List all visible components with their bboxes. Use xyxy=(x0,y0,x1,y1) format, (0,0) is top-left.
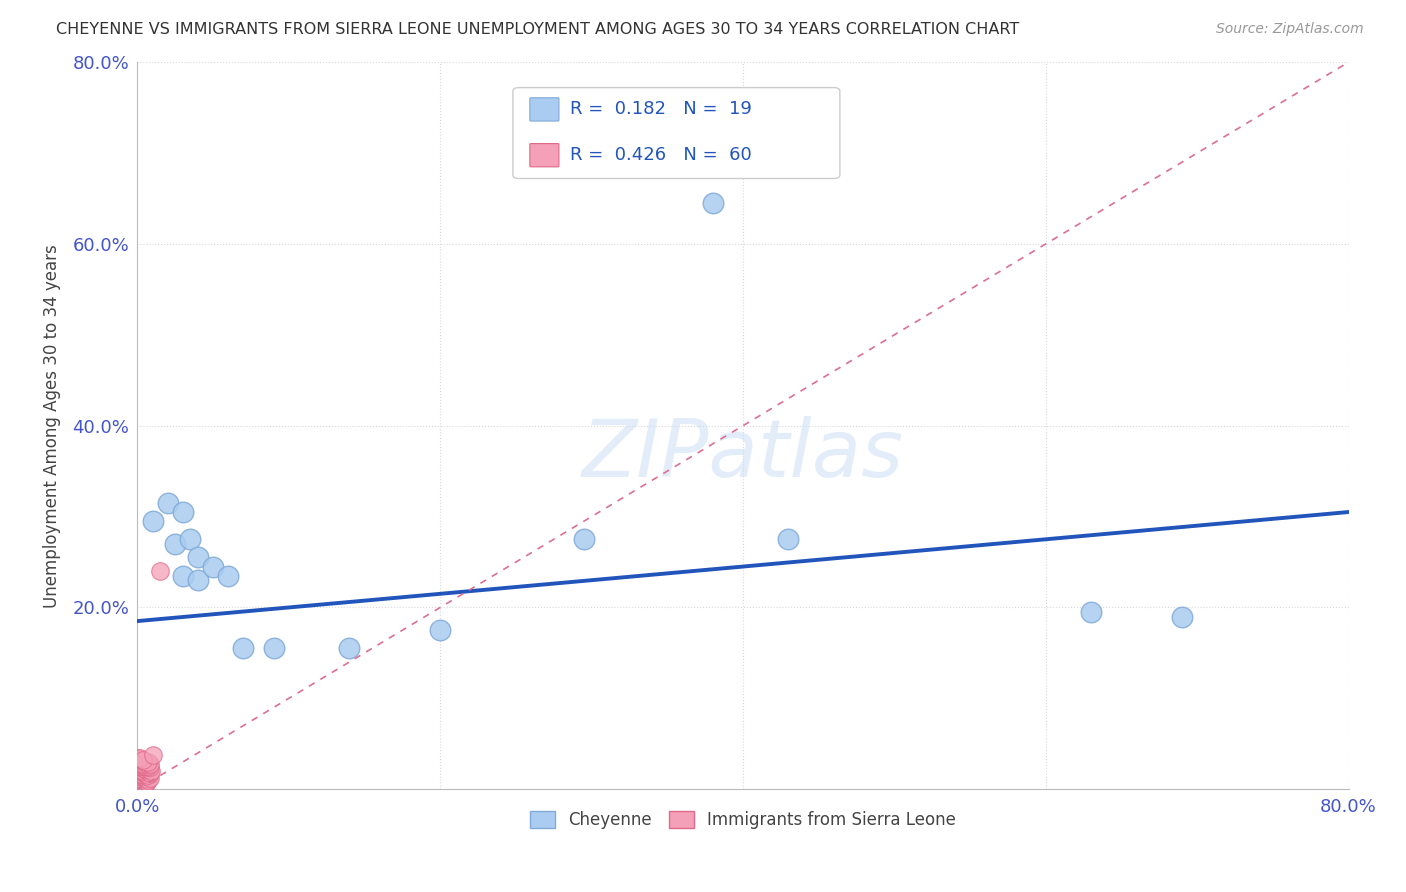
Point xyxy=(572,533,595,547)
Point xyxy=(128,768,150,782)
FancyBboxPatch shape xyxy=(530,144,560,167)
Point xyxy=(131,780,153,794)
Point xyxy=(429,623,451,637)
Point xyxy=(135,764,157,778)
Point xyxy=(136,758,159,772)
Point xyxy=(337,641,360,656)
Point xyxy=(142,514,165,528)
Point xyxy=(135,770,157,784)
Point xyxy=(132,756,155,771)
Point xyxy=(136,762,159,776)
Text: R =  0.182   N =  19: R = 0.182 N = 19 xyxy=(569,101,752,119)
Point xyxy=(127,782,149,797)
Point xyxy=(202,559,225,574)
Point xyxy=(263,641,285,656)
Point xyxy=(132,753,155,767)
Point xyxy=(127,778,149,792)
Point xyxy=(1080,605,1102,619)
Point xyxy=(134,765,156,780)
Point xyxy=(128,756,150,771)
Point xyxy=(131,764,153,779)
Legend: Cheyenne, Immigrants from Sierra Leone: Cheyenne, Immigrants from Sierra Leone xyxy=(523,804,963,836)
Point xyxy=(165,537,187,551)
Point xyxy=(156,496,179,510)
Point xyxy=(128,775,150,789)
Point xyxy=(131,756,153,771)
Point xyxy=(138,772,160,786)
Point xyxy=(778,533,800,547)
Point xyxy=(134,772,156,786)
Text: ZIPatlas: ZIPatlas xyxy=(582,416,904,494)
Point xyxy=(135,775,157,789)
Point xyxy=(128,764,150,778)
Point xyxy=(179,533,201,547)
Point xyxy=(139,764,162,778)
Point xyxy=(132,759,155,773)
Point xyxy=(187,550,209,565)
Point xyxy=(136,755,159,769)
Point xyxy=(127,762,149,776)
Point xyxy=(136,767,159,781)
Point xyxy=(129,766,152,780)
Point xyxy=(702,196,724,211)
Point xyxy=(127,765,149,780)
Point xyxy=(187,573,209,587)
Point xyxy=(129,762,152,776)
Point xyxy=(138,760,160,774)
Point xyxy=(129,758,152,772)
Point xyxy=(127,758,149,772)
Point xyxy=(128,780,150,795)
Point xyxy=(127,751,149,765)
Point xyxy=(132,764,155,778)
Point xyxy=(129,781,152,796)
Point xyxy=(129,777,152,791)
Point xyxy=(129,751,152,765)
Point xyxy=(131,776,153,790)
Point xyxy=(149,564,172,578)
Point xyxy=(129,755,152,769)
Point xyxy=(132,767,155,781)
Point xyxy=(134,778,156,792)
Point xyxy=(135,756,157,771)
Point xyxy=(138,756,160,771)
Point xyxy=(1171,609,1194,624)
Point xyxy=(135,760,157,774)
Point xyxy=(134,762,156,776)
Point xyxy=(127,773,149,788)
Point xyxy=(128,753,150,767)
Point xyxy=(136,773,159,788)
Point xyxy=(132,779,155,793)
Point xyxy=(127,755,149,769)
Point xyxy=(232,641,254,656)
Y-axis label: Unemployment Among Ages 30 to 34 years: Unemployment Among Ages 30 to 34 years xyxy=(44,244,60,607)
Point xyxy=(142,747,165,762)
Point xyxy=(131,770,153,784)
Point xyxy=(172,505,194,519)
Point xyxy=(131,760,153,774)
FancyBboxPatch shape xyxy=(530,98,560,121)
Point xyxy=(172,568,194,582)
Point xyxy=(217,568,239,582)
FancyBboxPatch shape xyxy=(513,87,839,178)
Point xyxy=(131,753,153,767)
Point xyxy=(134,755,156,769)
Point xyxy=(134,758,156,772)
Point xyxy=(132,773,155,788)
Text: Source: ZipAtlas.com: Source: ZipAtlas.com xyxy=(1216,22,1364,37)
Text: CHEYENNE VS IMMIGRANTS FROM SIERRA LEONE UNEMPLOYMENT AMONG AGES 30 TO 34 YEARS : CHEYENNE VS IMMIGRANTS FROM SIERRA LEONE… xyxy=(56,22,1019,37)
Point xyxy=(129,772,152,786)
Text: R =  0.426   N =  60: R = 0.426 N = 60 xyxy=(569,146,752,164)
Point xyxy=(128,760,150,774)
Point xyxy=(138,765,160,780)
